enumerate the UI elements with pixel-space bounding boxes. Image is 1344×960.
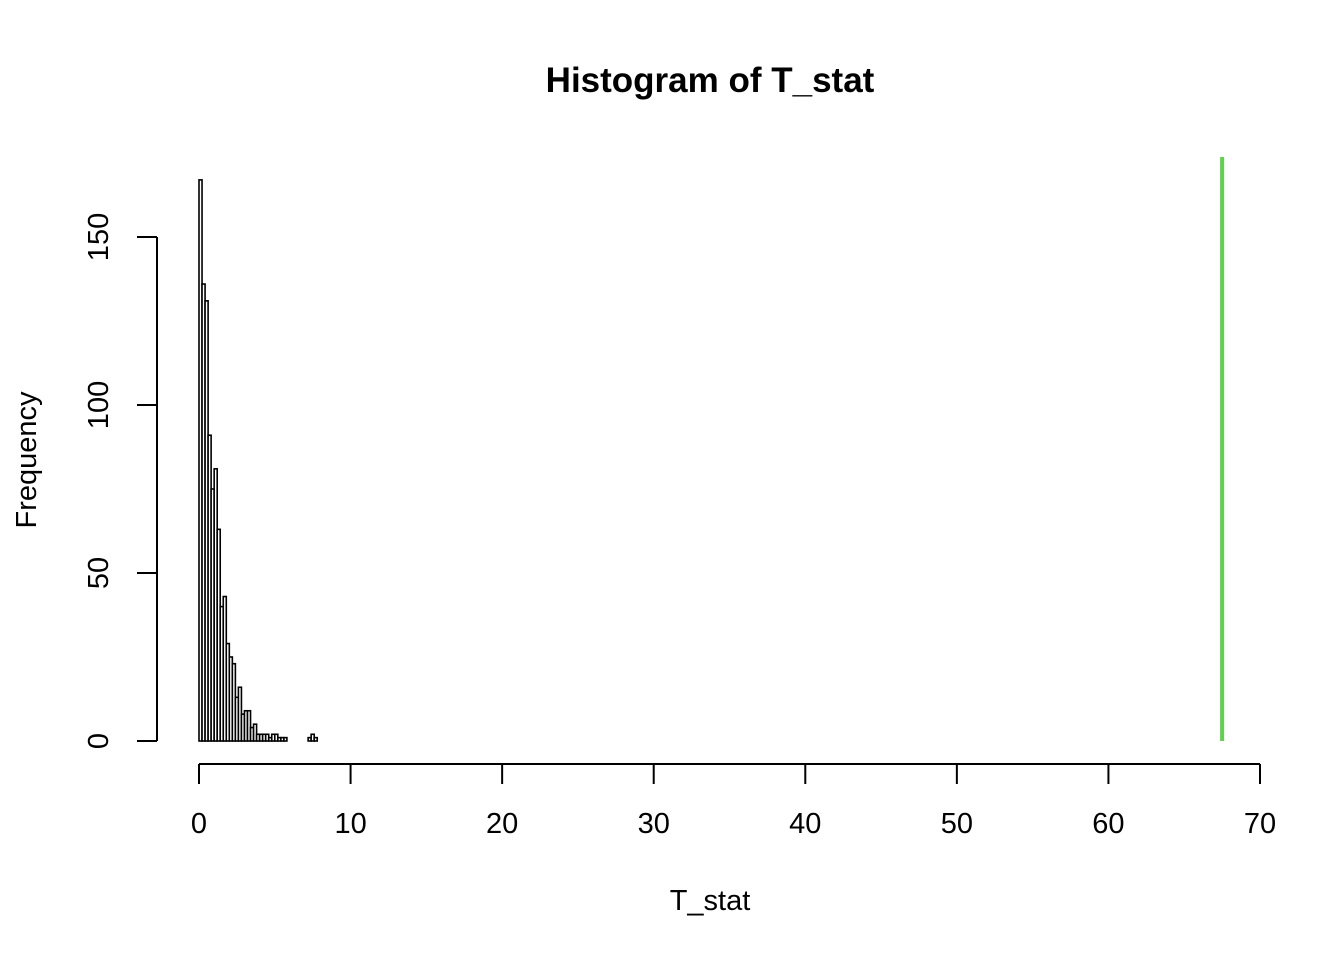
y-tick-label: 0 xyxy=(83,733,115,749)
histogram-bar xyxy=(246,709,252,742)
x-tick-label: 20 xyxy=(486,808,518,840)
x-tick-label: 70 xyxy=(1244,808,1276,840)
histogram-bar xyxy=(283,736,288,742)
y-tick-label: 100 xyxy=(83,381,115,429)
x-axis-label: T_stat xyxy=(670,885,751,917)
y-axis-label: Frequency xyxy=(11,391,43,529)
x-tick-label: 0 xyxy=(191,808,207,840)
x-axis: 0 10 20 30 40 50 60 70 xyxy=(191,763,1276,840)
x-tick-label: 10 xyxy=(334,808,366,840)
histogram-bar xyxy=(313,736,319,742)
chart-title: Histogram of T_stat xyxy=(546,61,875,100)
histogram-bar xyxy=(252,723,258,742)
x-tick-label: 50 xyxy=(941,808,973,840)
x-tick-label: 40 xyxy=(789,808,821,840)
y-tick-label: 50 xyxy=(83,557,115,589)
x-tick-label: 60 xyxy=(1092,808,1124,840)
histogram-bars xyxy=(198,179,319,742)
y-axis: 0 50 100 150 xyxy=(83,213,158,749)
x-tick-label: 30 xyxy=(638,808,670,840)
y-tick-label: 150 xyxy=(83,213,115,261)
